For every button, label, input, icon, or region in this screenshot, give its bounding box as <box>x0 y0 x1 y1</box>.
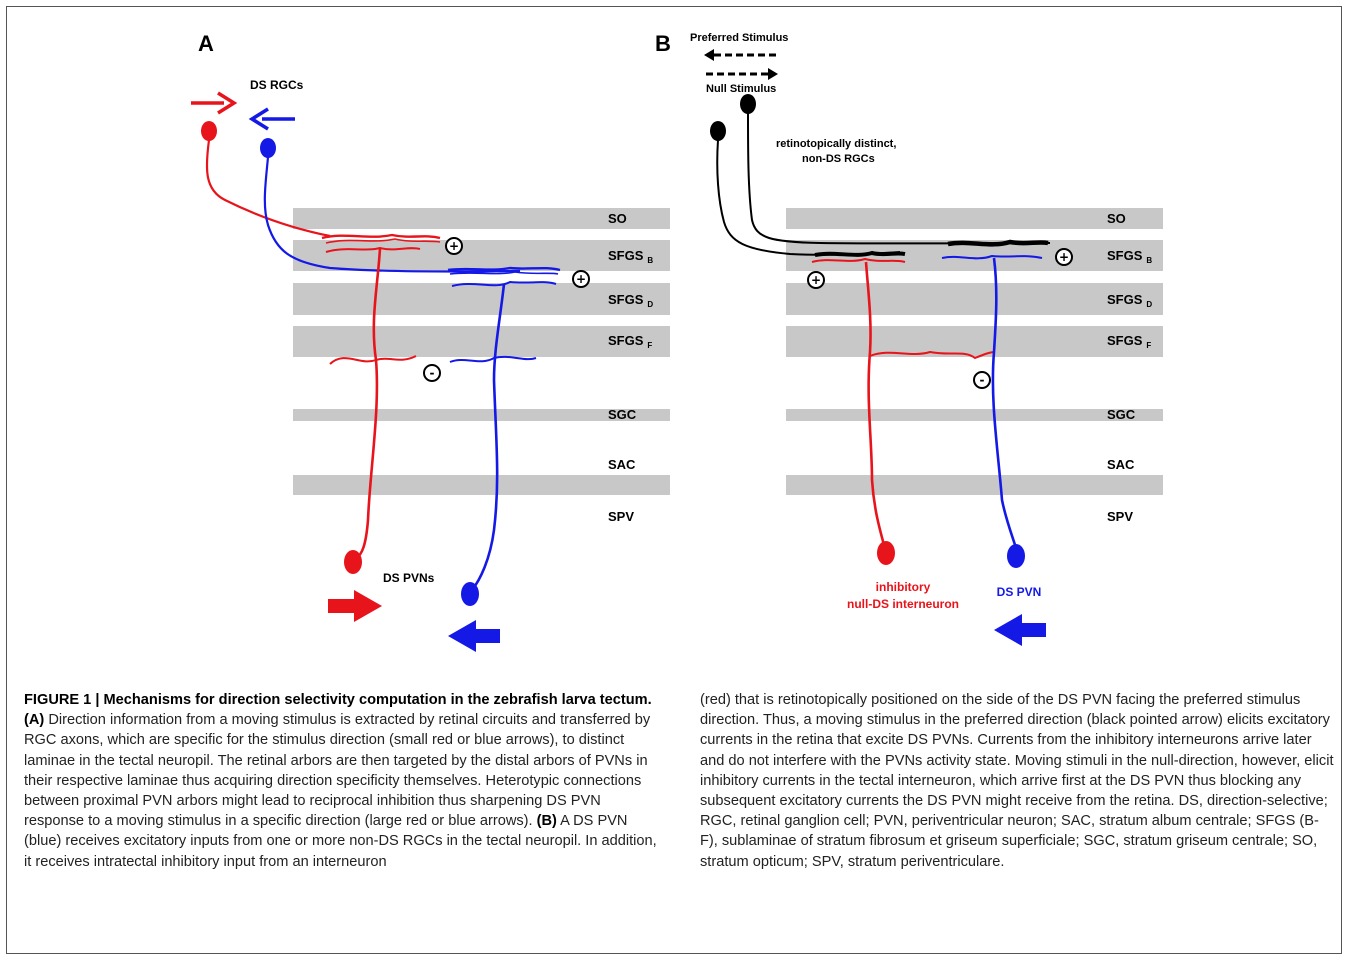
inhibitory-sign-b: - <box>973 371 991 389</box>
figure-diagram: A SO SFGS B SFGS D SFGS F SGC SAC SPV DS RG… <box>191 31 1163 652</box>
panel-b-letter: B <box>655 31 671 56</box>
rgc-terminal-arbors <box>814 239 1049 257</box>
svg-text:+: + <box>811 273 821 287</box>
lamina-sfgs-d-band-b <box>786 283 1163 315</box>
figure-caption: FIGURE 1 | Mechanisms for direction sele… <box>24 690 1334 872</box>
lamina-label-sfgs-b-b: SFGS B <box>1107 248 1152 265</box>
blue-ds-rgc <box>260 138 561 275</box>
panel-b-lamina-labels: SO SFGS B SFGS D SFGS F SGC SAC SPV <box>1107 211 1152 524</box>
ds-pvn-label: DS PVN <box>997 585 1042 599</box>
lamina-sfgs-d-band <box>293 283 670 315</box>
lamina-label-sfgs-b: SFGS B <box>608 248 653 265</box>
lamina-label-spv-b: SPV <box>1107 509 1133 524</box>
red-ds-pvn <box>325 246 421 574</box>
lamina-label-sfgs-d-b: SFGS D <box>1107 292 1152 309</box>
ds-pvns-label: DS PVNs <box>383 571 435 585</box>
lamina-label-spv: SPV <box>608 509 634 524</box>
panel-a: A SO SFGS B SFGS D SFGS F SGC SAC SPV DS RG… <box>191 31 670 652</box>
lamina-label-sgc: SGC <box>608 407 637 422</box>
svg-text:+: + <box>576 272 586 286</box>
lamina-label-sfgs-f-b: SFGS F <box>1107 333 1151 350</box>
lamina-label-sac: SAC <box>608 457 636 472</box>
caption-a-text: Direction information from a moving stim… <box>24 712 651 830</box>
excitatory-sign-red: + <box>445 237 463 255</box>
excitatory-sign-pvn: + <box>1055 248 1073 266</box>
lamina-label-sfgs-d: SFGS D <box>608 292 653 309</box>
null-stimulus-label: Null Stimulus <box>706 83 776 95</box>
svg-text:-: - <box>980 373 985 387</box>
caption-a-label: (A) <box>24 712 45 729</box>
preferred-stimulus-label: Preferred Stimulus <box>690 32 788 44</box>
caption-b-label: (B) <box>536 813 557 830</box>
null-stimulus-arrow <box>706 68 778 80</box>
svg-text:+: + <box>449 239 459 253</box>
lamina-label-so-b: SO <box>1107 211 1126 226</box>
excitatory-sign-interneuron: + <box>807 271 825 289</box>
svg-text:-: - <box>430 366 435 380</box>
red-small-arrow <box>191 91 238 115</box>
rgc-note-line1: retinotopically distinct, <box>776 138 896 150</box>
panel-b: B Preferred Stimulus Null Stimulus retin… <box>655 31 1163 646</box>
lamina-label-sac-b: SAC <box>1107 457 1135 472</box>
caption-right-column: (red) that is retinotopically positioned… <box>700 690 1334 872</box>
caption-right-text: (red) that is retinotopically positioned… <box>700 692 1334 870</box>
panel-a-lamina-labels: SO SFGS B SFGS D SFGS F SGC SAC SPV <box>608 211 653 524</box>
panel-a-laminae <box>293 208 670 495</box>
figure-frame <box>6 6 1342 954</box>
preferred-stimulus-arrow <box>704 49 776 61</box>
inhibitory-interneuron <box>811 257 996 565</box>
lamina-sfgs-f-band <box>293 326 670 357</box>
lamina-sac-band-b <box>786 475 1163 495</box>
lamina-label-sgc-b: SGC <box>1107 407 1136 422</box>
lamina-sgc-band-b <box>786 409 1163 421</box>
red-ds-rgc <box>201 121 441 244</box>
excitatory-sign-blue: + <box>572 270 590 288</box>
blue-large-arrow <box>448 620 500 652</box>
lamina-sac-band <box>293 475 670 495</box>
blue-ds-pvn <box>449 280 557 606</box>
caption-left-column: FIGURE 1 | Mechanisms for direction sele… <box>24 690 658 872</box>
red-large-arrow <box>328 590 382 622</box>
lamina-sgc-band <box>293 409 670 421</box>
lamina-sfgs-f-band-b <box>786 326 1163 357</box>
ds-pvn-b <box>941 254 1043 568</box>
interneuron-label-line1: inhibitory <box>876 580 931 594</box>
interneuron-label-line2: null-DS interneuron <box>847 597 959 611</box>
ds-rgcs-label: DS RGCs <box>250 78 304 92</box>
caption-heading: FIGURE 1 | Mechanisms for direction sele… <box>24 692 652 708</box>
lamina-sfgs-b-band <box>293 240 670 271</box>
blue-large-arrow-b <box>994 614 1046 646</box>
lamina-label-sfgs-f: SFGS F <box>608 333 652 350</box>
lamina-label-so: SO <box>608 211 627 226</box>
rgc-note-line2: non-DS RGCs <box>802 153 875 165</box>
lamina-so-band-b <box>786 208 1163 229</box>
inhibitory-sign-a: - <box>423 364 441 382</box>
blue-small-arrow <box>248 107 295 131</box>
panel-a-letter: A <box>198 31 214 56</box>
caption-b-text: A DS PVN (blue) receives excitatory inpu… <box>24 813 657 870</box>
svg-text:+: + <box>1059 250 1069 264</box>
lamina-so-band <box>293 208 670 229</box>
